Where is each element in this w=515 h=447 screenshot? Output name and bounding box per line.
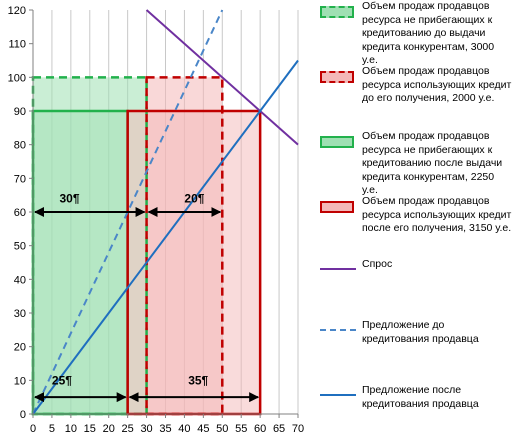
y-tick-label: 20 bbox=[14, 342, 26, 354]
series-line-4 bbox=[145, 9, 299, 146]
legend-swatch bbox=[320, 201, 354, 213]
legend-label: Объем продаж продавцов ресурса использую… bbox=[362, 65, 512, 104]
x-tick-label: 45 bbox=[197, 423, 209, 435]
legend-label: Объем продаж продавцов ресурса не прибег… bbox=[362, 130, 503, 196]
x-tick-label: 50 bbox=[216, 423, 228, 435]
y-tick-label: 60 bbox=[14, 207, 26, 219]
x-tick-label: 35 bbox=[159, 423, 171, 435]
y-tick-label: 40 bbox=[14, 274, 26, 286]
y-tick-label: 50 bbox=[14, 241, 26, 253]
dimension-label-2: 25¶ bbox=[52, 373, 72, 387]
legend-line bbox=[320, 329, 356, 331]
annotations: 30¶ 20¶ 25¶ 35¶ bbox=[34, 192, 260, 403]
series-line-5 bbox=[32, 9, 224, 415]
legend-label: Объем продаж продавцов ресурса не прибег… bbox=[362, 0, 495, 66]
curves bbox=[32, 9, 299, 415]
x-tick-label: 5 bbox=[49, 423, 55, 435]
legend-line bbox=[320, 268, 356, 270]
x-tick-label: 70 bbox=[292, 423, 304, 435]
y-tick-label: 120 bbox=[8, 5, 26, 17]
x-tick-label: 20 bbox=[103, 423, 115, 435]
y-tick-label: 10 bbox=[14, 375, 26, 387]
legend-swatch bbox=[320, 71, 354, 83]
x-tick-label: 30 bbox=[140, 423, 152, 435]
dimension-label-0: 30¶ bbox=[60, 192, 80, 206]
x-tick-label: 15 bbox=[84, 423, 96, 435]
axes: 0 10 20 30 40 50 60 70 80 90 100 110 120 0 5 10 15 20 25 30… bbox=[8, 5, 304, 435]
dimension-label-3: 35¶ bbox=[188, 373, 208, 387]
legend-swatch bbox=[320, 6, 354, 18]
y-tick-label: 80 bbox=[14, 140, 26, 152]
y-tick-label: 100 bbox=[8, 72, 26, 84]
dimension-label-1: 20¶ bbox=[184, 192, 204, 206]
y-tick-label: 30 bbox=[14, 308, 26, 320]
legend-label: Предложение после кредитования продавца bbox=[362, 384, 479, 410]
y-tick-label: 70 bbox=[14, 173, 26, 185]
x-tick-label: 10 bbox=[65, 423, 77, 435]
series-line-6 bbox=[32, 59, 299, 415]
x-tick-label: 65 bbox=[273, 423, 285, 435]
legend-label: Объем продаж продавцов ресурса использую… bbox=[362, 195, 512, 234]
y-tick-label: 0 bbox=[20, 409, 26, 421]
sales-areas bbox=[31, 76, 262, 416]
area-fill-2 bbox=[33, 111, 128, 414]
x-tick-label: 0 bbox=[30, 423, 36, 435]
legend-label: Спрос bbox=[362, 258, 393, 270]
legend-label: Предложение до кредитования продавца bbox=[362, 319, 479, 345]
y-tick-label: 110 bbox=[8, 39, 26, 51]
y-tick-label: 90 bbox=[14, 106, 26, 118]
area-fill-3 bbox=[127, 111, 261, 414]
x-tick-label: 40 bbox=[178, 423, 190, 435]
legend-line bbox=[320, 394, 356, 396]
x-tick-label: 25 bbox=[122, 423, 134, 435]
x-tick-label: 60 bbox=[254, 423, 266, 435]
legend-swatch bbox=[320, 136, 354, 148]
x-tick-label: 55 bbox=[235, 423, 247, 435]
area-border-1 bbox=[145, 76, 224, 416]
